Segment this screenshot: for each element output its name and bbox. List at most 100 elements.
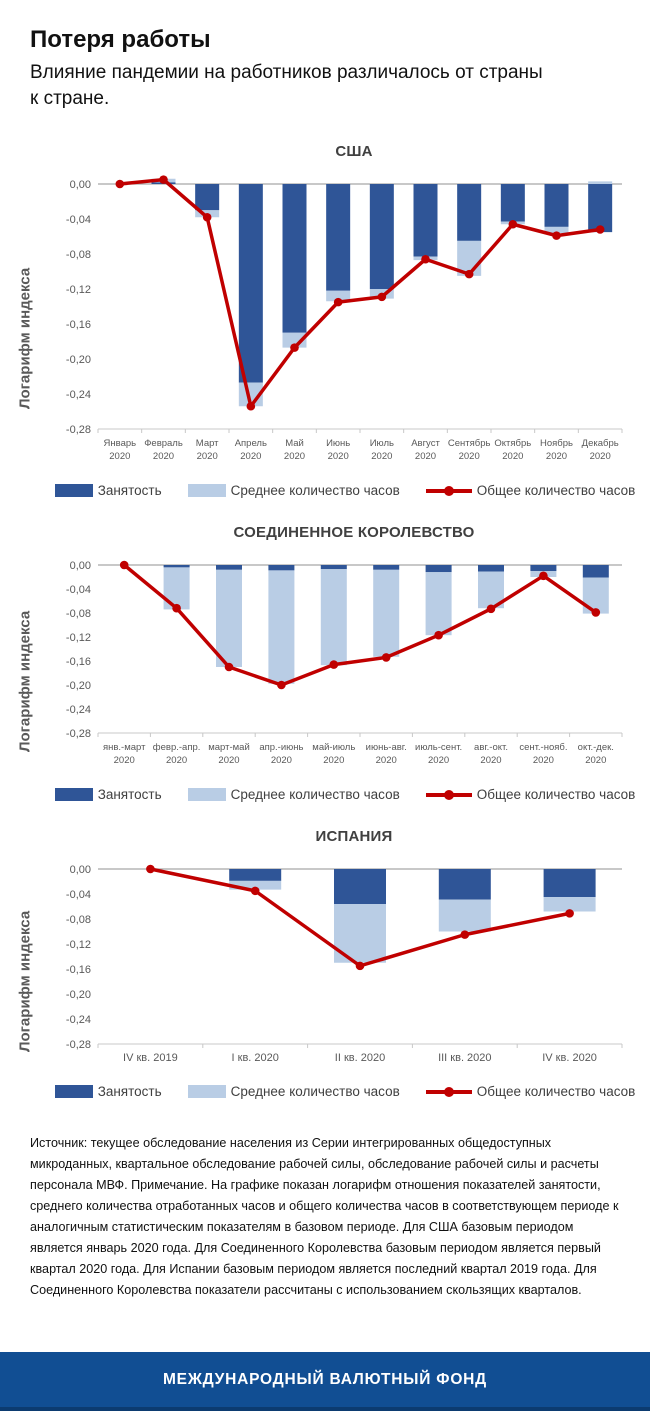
- svg-text:-0,08: -0,08: [66, 249, 91, 261]
- chart-canvas-usa: 0,00 -0,04 -0,08 -0,12 -0,16 -0,20 -0,24 -0,28 Я…: [66, 175, 623, 462]
- svg-text:-0,04: -0,04: [66, 889, 91, 901]
- svg-text:-0,08: -0,08: [66, 914, 91, 926]
- svg-text:Май: Май: [285, 438, 304, 449]
- svg-text:Апрель: Апрель: [235, 438, 267, 449]
- svg-text:Июнь: Июнь: [326, 438, 350, 449]
- svg-text:март-май: март-май: [208, 742, 250, 753]
- legend-spain: Занятость Среднее количество часов Общее…: [40, 1084, 650, 1099]
- total-hours-line-icon: [425, 1085, 472, 1098]
- legend-item-avg-hours: Среднее количество часов: [187, 483, 400, 499]
- svg-text:авг.-окт.: авг.-окт.: [474, 742, 508, 753]
- chart-title-spain: ИСПАНИЯ: [315, 828, 393, 846]
- svg-text:2020: 2020: [502, 451, 523, 462]
- svg-text:Сентябрь: Сентябрь: [448, 438, 491, 449]
- avg-hours-swatch-icon: [187, 788, 226, 802]
- avg-hours-swatch-icon: [187, 1085, 226, 1099]
- svg-text:-0,12: -0,12: [66, 939, 91, 951]
- svg-text:окт.-дек.: окт.-дек.: [578, 742, 614, 753]
- svg-text:-0,28: -0,28: [66, 1039, 91, 1051]
- y-axis-title: Логарифм индекса: [16, 610, 34, 752]
- svg-text:-0,16: -0,16: [66, 656, 91, 668]
- svg-text:2020: 2020: [166, 755, 187, 766]
- chart-usa: США Логарифм индекса 0,00 -0,04 -0,08 -0,12…: [0, 143, 650, 498]
- svg-text:2020: 2020: [459, 451, 480, 462]
- source-note: Источник: текущее обследование населения…: [30, 1136, 619, 1297]
- svg-text:2020: 2020: [114, 755, 135, 766]
- svg-text:июнь-авг.: июнь-авг.: [366, 742, 407, 753]
- svg-text:Ноябрь: Ноябрь: [540, 438, 573, 449]
- svg-text:июль-сент.: июль-сент.: [415, 742, 462, 753]
- legend-item-avg-hours: Среднее количество часов: [187, 1084, 400, 1100]
- svg-text:2020: 2020: [480, 755, 501, 766]
- svg-text:2020: 2020: [415, 451, 436, 462]
- svg-text:-0,16: -0,16: [66, 319, 91, 331]
- legend-item-avg-hours: Среднее количество часов: [187, 787, 400, 803]
- imf-banner: МЕЖДУНАРОДНЫЙ ВАЛЮТНЫЙ ФОНД: [0, 1352, 650, 1411]
- svg-text:2020: 2020: [109, 451, 130, 462]
- svg-text:2020: 2020: [428, 755, 449, 766]
- svg-text:0,00: 0,00: [70, 179, 91, 191]
- svg-text:Март: Март: [196, 438, 219, 449]
- legend-label-employment: Занятость: [97, 1084, 162, 1100]
- chart-uk: СОЕДИНЕННОЕ КОРОЛЕВСТВО Логарифм индекса…: [0, 524, 650, 802]
- svg-text:май-июль: май-июль: [312, 742, 355, 753]
- svg-text:2020: 2020: [533, 755, 554, 766]
- svg-text:2020: 2020: [323, 755, 344, 766]
- svg-text:-0,20: -0,20: [66, 354, 91, 366]
- legend-label-employment: Занятость: [97, 483, 162, 499]
- svg-text:2020: 2020: [546, 451, 567, 462]
- employment-swatch-icon: [54, 788, 93, 802]
- legend-label-total-hours: Общее количество часов: [476, 1084, 636, 1100]
- svg-text:Июль: Июль: [370, 438, 394, 449]
- legend-label-total-hours: Общее количество часов: [476, 787, 636, 803]
- svg-text:-0,28: -0,28: [66, 424, 91, 436]
- svg-text:I кв. 2020: I кв. 2020: [232, 1052, 279, 1064]
- y-axis-title: Логарифм индекса: [16, 911, 34, 1053]
- svg-text:янв.-март: янв.-март: [103, 742, 146, 753]
- svg-text:Январь: Январь: [104, 438, 137, 449]
- svg-text:III кв. 2020: III кв. 2020: [438, 1052, 491, 1064]
- total-hours-line-icon: [425, 788, 472, 801]
- svg-text:2020: 2020: [271, 755, 292, 766]
- chart-title-usa: США: [335, 143, 373, 161]
- svg-text:Октябрь: Октябрь: [494, 438, 531, 449]
- chart-canvas-uk: 0,00 -0,04 -0,08 -0,12 -0,16 -0,20 -0,24 -0,28 я…: [66, 560, 623, 766]
- legend-item-employment: Занятость: [54, 483, 162, 499]
- legend-label-total-hours: Общее количество часов: [476, 483, 636, 499]
- svg-text:-0,04: -0,04: [66, 214, 91, 226]
- svg-text:Февраль: Февраль: [144, 438, 183, 449]
- y-axis-title: Логарифм индекса: [16, 268, 34, 410]
- svg-text:-0,08: -0,08: [66, 608, 91, 620]
- legend-label-avg-hours: Среднее количество часов: [230, 787, 400, 803]
- svg-text:2020: 2020: [218, 755, 239, 766]
- svg-text:2020: 2020: [590, 451, 611, 462]
- page-subtitle: Влияние пандемии на работников различало…: [30, 62, 543, 109]
- svg-text:IV кв. 2020: IV кв. 2020: [542, 1052, 597, 1064]
- svg-text:февр.-апр.: февр.-апр.: [153, 742, 201, 753]
- svg-text:-0,24: -0,24: [66, 1014, 91, 1026]
- legend-label-avg-hours: Среднее количество часов: [230, 483, 400, 499]
- svg-text:2020: 2020: [284, 451, 305, 462]
- svg-text:сент.-нояб.: сент.-нояб.: [519, 742, 567, 753]
- legend-item-total-hours: Общее количество часов: [425, 483, 636, 499]
- legend-item-employment: Занятость: [54, 1084, 162, 1100]
- svg-text:-0,04: -0,04: [66, 584, 91, 596]
- svg-text:Декабрь: Декабрь: [582, 438, 619, 449]
- employment-swatch-icon: [54, 484, 93, 498]
- svg-text:-0,24: -0,24: [66, 704, 91, 716]
- legend-label-employment: Занятость: [97, 787, 162, 803]
- employment-swatch-icon: [54, 1085, 93, 1099]
- svg-text:-0,12: -0,12: [66, 284, 91, 296]
- svg-text:2020: 2020: [197, 451, 218, 462]
- svg-text:2020: 2020: [371, 451, 392, 462]
- legend-item-employment: Занятость: [54, 787, 162, 803]
- svg-text:Август: Август: [411, 438, 440, 449]
- legend-label-avg-hours: Среднее количество часов: [230, 1084, 400, 1100]
- header: Потеря работы Влияние пандемии на работн…: [30, 26, 620, 111]
- legend-item-total-hours: Общее количество часов: [425, 787, 636, 803]
- chart-spain: ИСПАНИЯ Логарифм индекса 0,00 -0,04 -0,08 -…: [0, 828, 650, 1099]
- legend-item-total-hours: Общее количество часов: [425, 1084, 636, 1100]
- svg-text:-0,24: -0,24: [66, 389, 91, 401]
- legend-uk: Занятость Среднее количество часов Общее…: [40, 787, 650, 802]
